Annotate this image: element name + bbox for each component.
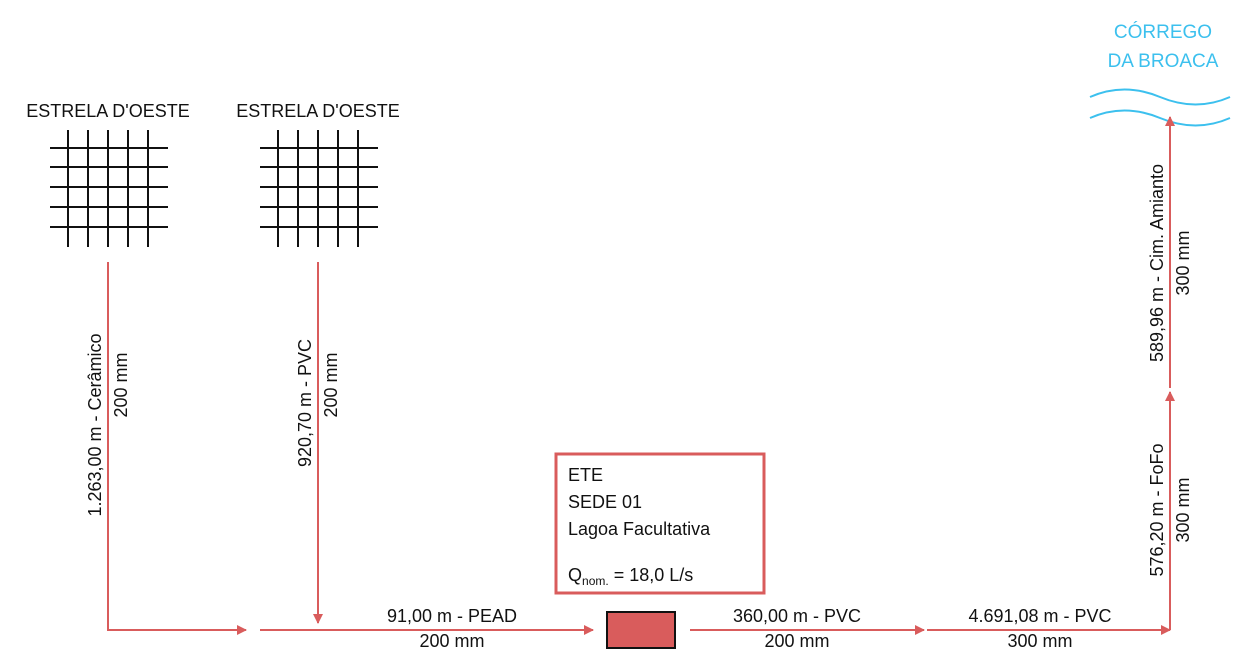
label-fofo-length: 576,20 m - FoFo xyxy=(1147,443,1167,576)
label-city2-diameter: 200 mm xyxy=(321,352,341,417)
ete-title: ETE xyxy=(568,465,603,485)
label-long-run-length: 4.691,08 m - PVC xyxy=(968,606,1111,626)
label-city2-length: 920,70 m - PVC xyxy=(295,339,315,467)
label-fofo-diameter: 300 mm xyxy=(1173,477,1193,542)
city-grid-icon-2 xyxy=(260,130,378,247)
river-waves-icon xyxy=(1089,88,1231,127)
ete-flow: Qnom. = 18,0 L/s xyxy=(568,565,693,588)
label-after-ete-length: 360,00 m - PVC xyxy=(733,606,861,626)
label-long-run-diameter: 300 mm xyxy=(1007,631,1072,651)
river-label-line2: DA BROACA xyxy=(1108,51,1219,72)
ete-sede: SEDE 01 xyxy=(568,492,642,512)
label-amianto-diameter: 300 mm xyxy=(1173,230,1193,295)
river-label-line1: CÓRREGO xyxy=(1114,21,1212,43)
label-city1-diameter: 200 mm xyxy=(111,352,131,417)
ete-flow-symbol: Q xyxy=(568,565,582,585)
city-label-2: ESTRELA D'OESTE xyxy=(236,101,400,121)
label-to-ete-length: 91,00 m - PEAD xyxy=(387,606,517,626)
ete-flow-value: = 18,0 L/s xyxy=(609,565,694,585)
ete-flow-subscript: nom. xyxy=(582,574,609,588)
pipe-city1-to-main xyxy=(107,262,247,635)
city-grid-icon-1 xyxy=(50,130,168,247)
ete-block-icon xyxy=(606,611,676,649)
city-label-1: ESTRELA D'OESTE xyxy=(26,101,190,121)
label-amianto-length: 589,96 m - Cim. Amianto xyxy=(1147,164,1167,362)
ete-info-box xyxy=(554,452,766,595)
ete-type: Lagoa Facultativa xyxy=(568,519,711,539)
label-city1-length: 1.263,00 m - Cerâmico xyxy=(85,333,105,516)
label-to-ete-diameter: 200 mm xyxy=(419,631,484,651)
label-after-ete-diameter: 200 mm xyxy=(764,631,829,651)
